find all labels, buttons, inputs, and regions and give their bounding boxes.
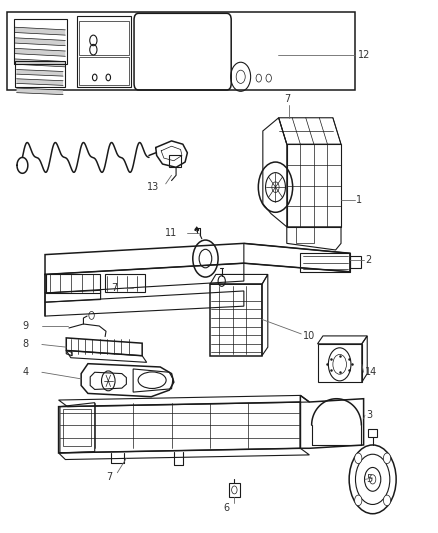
Text: 3: 3	[366, 410, 372, 420]
Text: 7: 7	[285, 94, 291, 104]
Bar	[7, 12, 355, 90]
Text: 6: 6	[223, 503, 230, 513]
Circle shape	[355, 453, 362, 464]
Polygon shape	[15, 38, 65, 46]
Bar	[63, 409, 91, 446]
Bar	[287, 144, 341, 227]
Circle shape	[383, 495, 391, 506]
Polygon shape	[15, 27, 65, 35]
Text: 4: 4	[22, 367, 28, 377]
Text: 13: 13	[147, 182, 159, 192]
Bar	[210, 284, 262, 356]
Bar	[368, 429, 377, 437]
Bar	[77, 16, 131, 87]
Polygon shape	[17, 69, 63, 76]
Text: 11: 11	[165, 229, 177, 238]
Bar	[350, 256, 361, 268]
Text: 9: 9	[22, 321, 28, 331]
Bar	[79, 57, 129, 85]
Polygon shape	[17, 88, 63, 95]
Text: 1: 1	[356, 196, 362, 205]
Text: ♠: ♠	[193, 225, 200, 234]
Polygon shape	[17, 79, 63, 85]
Bar	[14, 19, 67, 63]
Text: 7: 7	[111, 282, 118, 293]
Text: 14: 14	[365, 367, 377, 377]
Text: 5: 5	[366, 474, 373, 484]
Bar	[318, 344, 362, 382]
Circle shape	[383, 453, 391, 464]
Polygon shape	[15, 49, 65, 56]
Bar	[79, 21, 129, 55]
Bar	[46, 274, 100, 293]
Text: 2: 2	[365, 255, 371, 265]
Text: 8: 8	[22, 339, 28, 349]
Bar	[15, 61, 65, 87]
Text: 7: 7	[106, 472, 112, 482]
Text: 12: 12	[358, 50, 371, 60]
Bar	[229, 483, 240, 497]
Bar	[170, 156, 180, 167]
Bar	[296, 227, 314, 244]
Polygon shape	[15, 59, 65, 67]
Text: 10: 10	[303, 331, 315, 341]
Circle shape	[355, 495, 362, 506]
Bar	[105, 274, 145, 292]
